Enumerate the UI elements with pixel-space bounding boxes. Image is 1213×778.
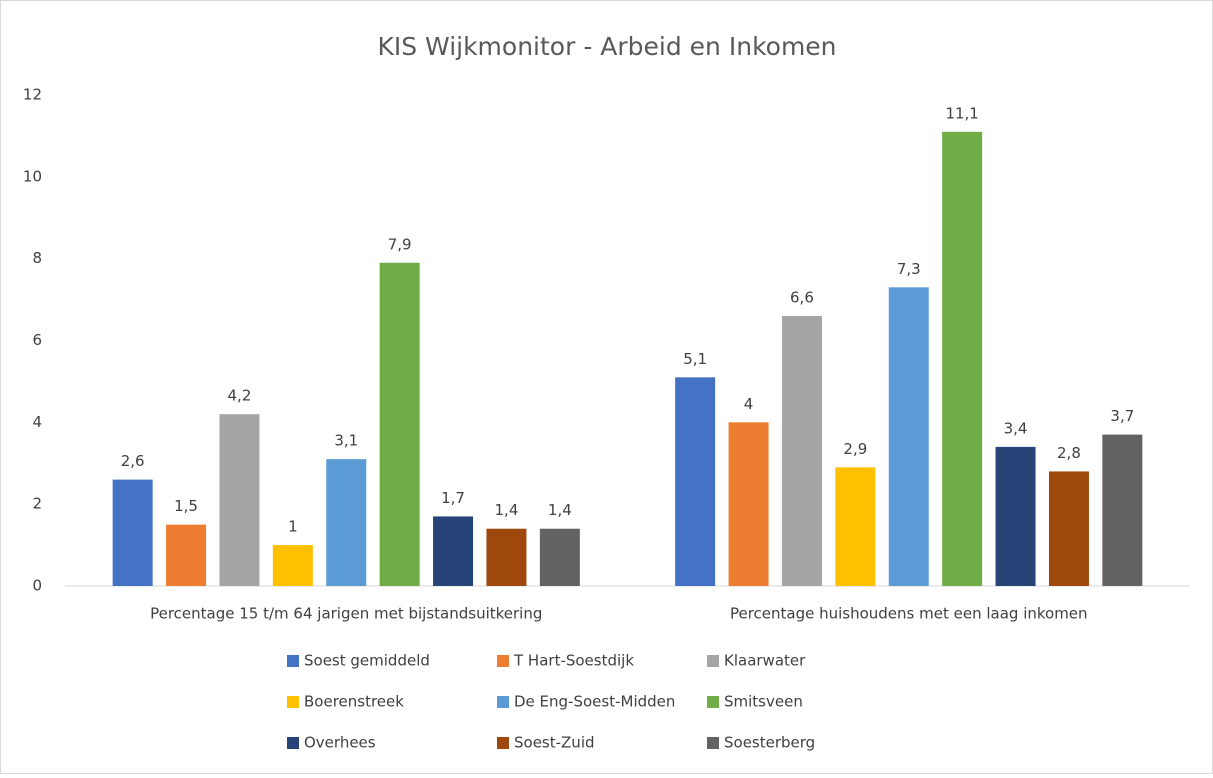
legend-swatch (707, 696, 719, 708)
value-label: 1,7 (441, 489, 465, 507)
y-tick-label: 10 (23, 167, 42, 185)
value-label: 2,9 (843, 440, 867, 458)
legend-swatch (497, 655, 509, 667)
bar (728, 422, 769, 586)
bar (433, 516, 474, 586)
legend-label: Smitsveen (724, 693, 803, 711)
legend-swatch (497, 696, 509, 708)
value-label: 3,1 (334, 432, 358, 450)
bar (219, 414, 260, 586)
legend-swatch (707, 737, 719, 749)
y-tick-label: 2 (32, 495, 42, 513)
value-label: 1,4 (548, 501, 572, 519)
bar (675, 377, 716, 586)
legend-label: T Hart-Soestdijk (513, 652, 634, 670)
bar (326, 459, 367, 586)
bar (486, 528, 527, 586)
value-label: 2,6 (121, 452, 145, 470)
bar (888, 287, 929, 586)
bar (166, 524, 207, 586)
legend-label: Boerenstreek (304, 693, 404, 711)
legend-label: Soest gemiddeld (304, 652, 430, 670)
value-label: 7,3 (897, 260, 921, 278)
y-tick-label: 8 (32, 249, 42, 267)
y-tick-label: 6 (32, 331, 42, 349)
legend-swatch (707, 655, 719, 667)
bar (942, 131, 983, 586)
value-label: 6,6 (790, 288, 814, 306)
legend-label: Soest-Zuid (514, 734, 595, 752)
value-label: 2,8 (1057, 444, 1081, 462)
legend-swatch (287, 655, 299, 667)
value-label: 4 (744, 395, 754, 413)
y-tick-label: 4 (32, 413, 42, 431)
legend-swatch (497, 737, 509, 749)
y-tick-label: 12 (23, 86, 42, 104)
value-label: 11,1 (945, 104, 978, 122)
chart-title: KIS Wijkmonitor - Arbeid en Inkomen (377, 32, 836, 61)
legend-swatch (287, 696, 299, 708)
y-tick-label: 0 (32, 577, 42, 595)
legend-label: Klaarwater (724, 652, 806, 670)
bar (112, 479, 153, 586)
value-label: 3,7 (1110, 407, 1134, 425)
bar (1048, 471, 1089, 586)
bar (1102, 434, 1143, 586)
bar (835, 467, 876, 586)
bar (781, 315, 822, 586)
legend-label: De Eng-Soest-Midden (514, 693, 675, 711)
bar (539, 528, 580, 586)
bar (995, 446, 1036, 586)
value-label: 5,1 (683, 350, 707, 368)
value-label: 1,4 (495, 501, 519, 519)
value-label: 1 (288, 518, 298, 536)
legend-label: Overhees (304, 734, 376, 752)
value-label: 4,2 (228, 387, 252, 405)
legend-label: Soesterberg (724, 734, 815, 752)
x-tick-label: Percentage huishoudens met een laag inko… (730, 605, 1088, 623)
x-tick-label: Percentage 15 t/m 64 jarigen met bijstan… (150, 605, 542, 623)
value-label: 7,9 (388, 235, 412, 253)
legend-swatch (287, 737, 299, 749)
value-label: 1,5 (174, 497, 198, 515)
bar (272, 545, 313, 586)
bar (379, 262, 420, 586)
value-label: 3,4 (1004, 419, 1028, 437)
